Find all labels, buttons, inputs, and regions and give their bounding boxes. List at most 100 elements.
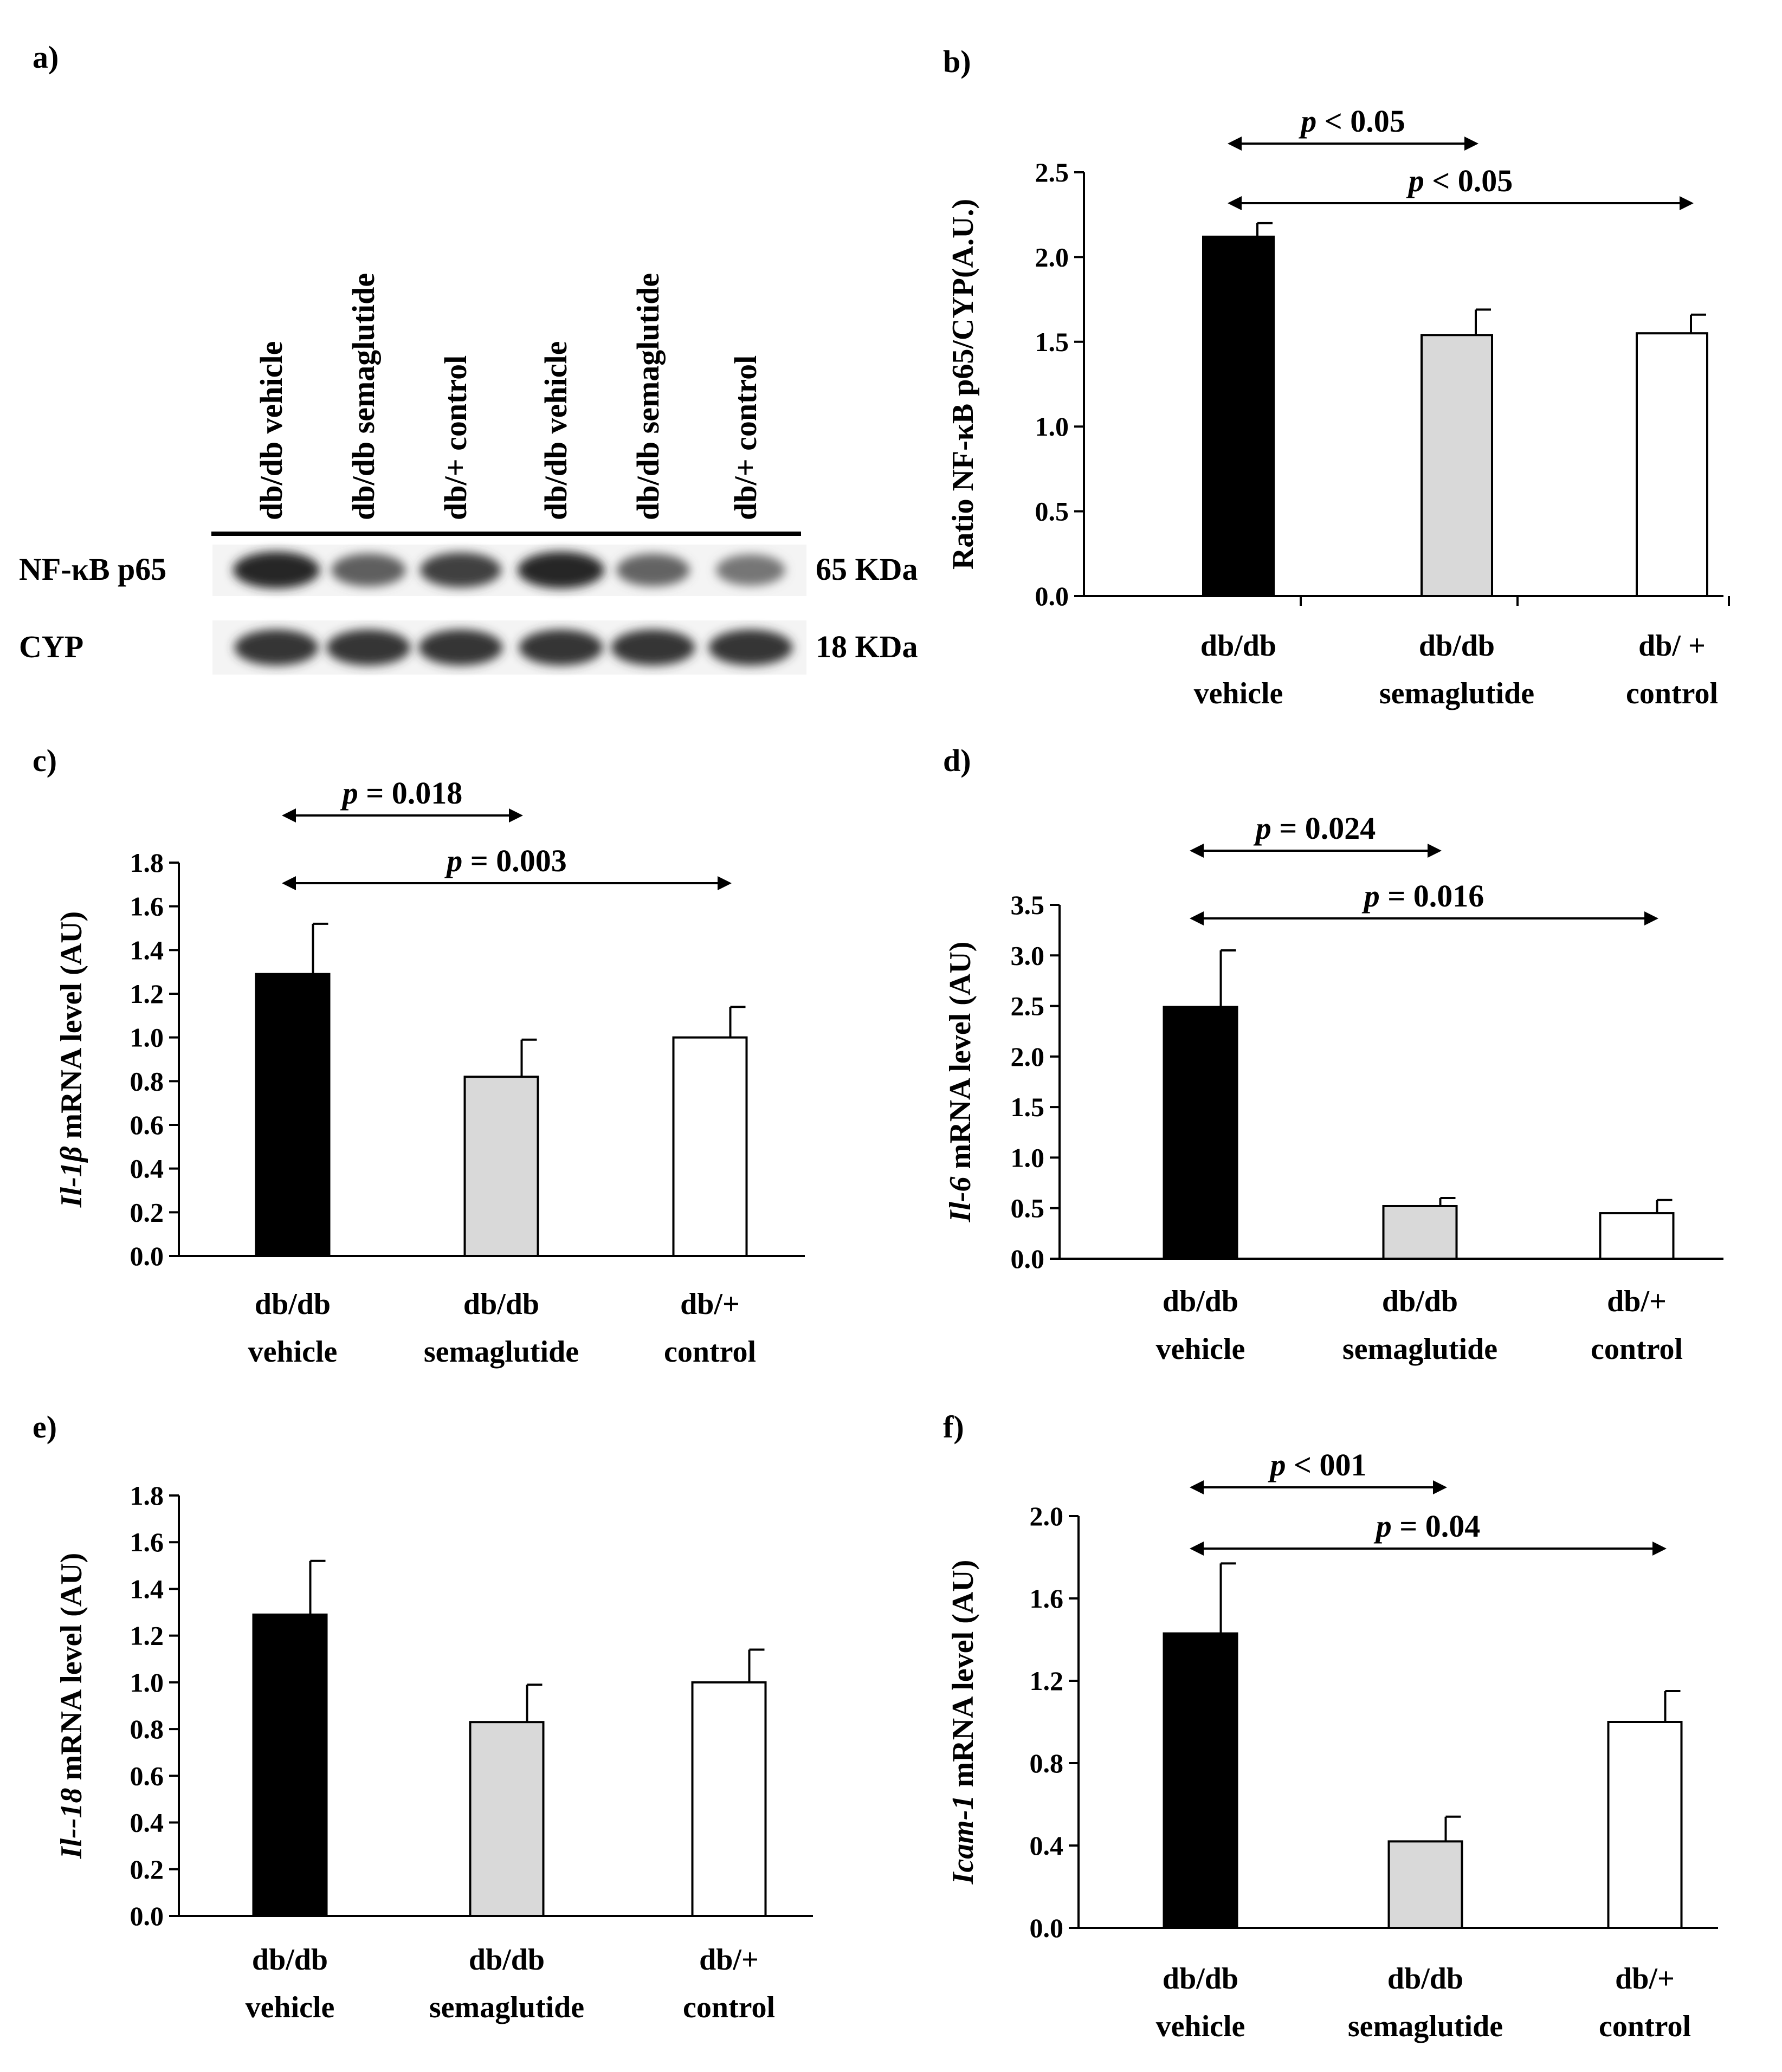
sig-arrowhead-right	[1464, 137, 1478, 151]
sig-label: p < 001	[1267, 1447, 1366, 1482]
chart-d-svg: 0.0 0.5 1.0 1.5 2.0 2.5 3.0 3.5 db/db vehicle db/d…	[944, 811, 1723, 1366]
blot-lane-label: db/db vehicle	[538, 341, 573, 520]
chart-f-svg: 0.0 0.4 0.8 1.2 1.6 2.0 db/db vehicle db/db semag…	[946, 1447, 1718, 2043]
category-label: vehicle	[246, 1991, 335, 2024]
y-axis-label: Il--18 mRNA level (AU)	[55, 1553, 88, 1860]
panel-e: e) 0.0 0.2 0.4 0.6 0.8 1.0 1.2 1.4 1.6 1.8 db/db ve…	[0, 1398, 921, 2069]
y-axis-label: Ratio NF-κB p65/CYP(A.U.)	[946, 199, 980, 569]
sig-label: p = 0.024	[1253, 811, 1376, 846]
bar	[255, 973, 331, 1257]
y-tick-label: 0.5	[1011, 1193, 1045, 1223]
category-label: vehicle	[1156, 2010, 1245, 2043]
sig-label: p < 0.05	[1298, 103, 1405, 139]
category-label: semaglutide	[1379, 677, 1534, 710]
category-label: control	[1599, 2010, 1691, 2043]
category-label: db/db	[463, 1287, 539, 1321]
sig-arrowhead-right	[1433, 1480, 1447, 1494]
sig-label: p = 0.016	[1361, 878, 1484, 914]
category-label: semaglutide	[1348, 2010, 1503, 2043]
blot-band	[708, 629, 793, 666]
y-tick-label: 0.8	[130, 1714, 164, 1744]
sig-arrowhead-left	[282, 876, 296, 890]
chart-e-svg: 0.0 0.2 0.4 0.6 0.8 1.0 1.2 1.4 1.6 1.8 db/db vehic…	[55, 1480, 813, 2024]
blot-lane-label: db/db semaglutide	[630, 273, 666, 520]
category-label: db/db	[1387, 1962, 1463, 1996]
category-label: vehicle	[248, 1335, 338, 1369]
y-tick-label: 0.8	[1030, 1748, 1064, 1778]
y-tick-label: 1.6	[1030, 1583, 1064, 1614]
sig-arrowhead-left	[1190, 844, 1204, 858]
sig-arrowhead-left	[1190, 1542, 1204, 1556]
y-tick-label: 0.0	[1030, 1913, 1064, 1943]
blot-size-label: 65 KDa	[816, 552, 918, 587]
y-axis-label: Il-6 mRNA level (AU)	[944, 942, 977, 1223]
bar	[1382, 1205, 1458, 1260]
y-axis-label: Icam-1 mRNA level (AU)	[946, 1560, 980, 1885]
bar	[1202, 235, 1275, 597]
category-label: control	[1626, 677, 1718, 710]
blot-size-label: 18 KDa	[816, 629, 918, 664]
category-label: db/db	[1163, 1962, 1238, 1996]
bar	[252, 1613, 328, 1918]
blot-lane-label: db/db vehicle	[254, 341, 289, 520]
sig-arrowhead-right	[718, 876, 732, 890]
category-label: vehicle	[1156, 1332, 1245, 1366]
y-tick-label: 0.6	[130, 1760, 164, 1791]
y-tick-label: 1.2	[1030, 1666, 1064, 1696]
y-tick-label: 2.0	[1011, 1041, 1045, 1072]
sig-arrowhead-left	[1228, 137, 1242, 151]
blot-band	[331, 553, 406, 587]
y-tick-label: 1.2	[130, 979, 164, 1009]
y-tick-label: 2.5	[1035, 157, 1069, 187]
chart-c-svg: 0.0 0.2 0.4 0.6 0.8 1.0 1.2 1.4 1.6 1.8 db/db vehic…	[55, 775, 805, 1369]
panel-f: f) 0.0 0.4 0.8 1.2 1.6 2.0 db/db vehicle db/db se…	[921, 1398, 1782, 2069]
y-tick-label: 3.0	[1011, 940, 1045, 970]
bar	[672, 1036, 748, 1258]
sig-label: p = 0.018	[340, 775, 463, 811]
bar	[1163, 1006, 1238, 1260]
category-label: semaglutide	[1342, 1332, 1497, 1366]
bar	[691, 1681, 767, 1918]
sig-arrowhead-right	[1428, 844, 1442, 858]
blot-lane-label: db/+ control	[728, 355, 763, 520]
category-label: db/db	[469, 1943, 545, 1977]
y-tick-label: 1.4	[130, 1574, 164, 1604]
y-tick-label: 1.6	[130, 1527, 164, 1557]
category-label: db/+	[680, 1287, 740, 1321]
y-tick-label: 1.0	[130, 1022, 164, 1053]
western-blot: db/db vehicle db/db semaglutide db/+ contr…	[19, 273, 918, 675]
y-tick-label: 0.8	[130, 1066, 164, 1096]
category-label: db/db	[1200, 629, 1276, 663]
blot-band	[418, 629, 503, 666]
bar	[1387, 1840, 1463, 1929]
y-tick-label: 2.0	[1035, 242, 1069, 272]
sig-label: p = 0.003	[444, 843, 567, 878]
bar	[1163, 1632, 1238, 1929]
blot-lane-label: db/+ control	[438, 355, 473, 520]
category-label: control	[664, 1335, 756, 1369]
y-tick-label: 3.5	[1011, 890, 1045, 920]
blot-band	[611, 629, 695, 666]
y-tick-label: 0.0	[130, 1901, 164, 1931]
blot-band	[420, 552, 501, 588]
y-tick-label: 1.0	[1011, 1142, 1045, 1173]
y-tick-label: 0.4	[1030, 1830, 1064, 1861]
category-label: db/db	[255, 1287, 331, 1321]
category-label: db/db	[1382, 1285, 1458, 1318]
blot-band	[326, 629, 411, 666]
bar	[1636, 332, 1708, 597]
y-tick-label: 1.0	[130, 1667, 164, 1698]
sig-arrowhead-right	[1644, 911, 1658, 925]
y-tick-label: 0.0	[1035, 581, 1069, 611]
sig-label: p < 0.05	[1406, 163, 1513, 198]
bar	[469, 1721, 545, 1918]
blot-band	[234, 629, 319, 666]
bar	[463, 1076, 539, 1257]
category-label: db/db	[1163, 1285, 1238, 1318]
sig-arrowhead-left	[1190, 1480, 1204, 1494]
blot-band	[233, 552, 320, 588]
chart-b-svg: 0.0 0.5 1.0 1.5 2.0 2.5 db/db vehicle db/db semag…	[946, 103, 1730, 710]
panel-d-letter: d)	[943, 743, 971, 778]
category-label: db/db	[1419, 629, 1495, 663]
category-label: semaglutide	[424, 1335, 579, 1369]
